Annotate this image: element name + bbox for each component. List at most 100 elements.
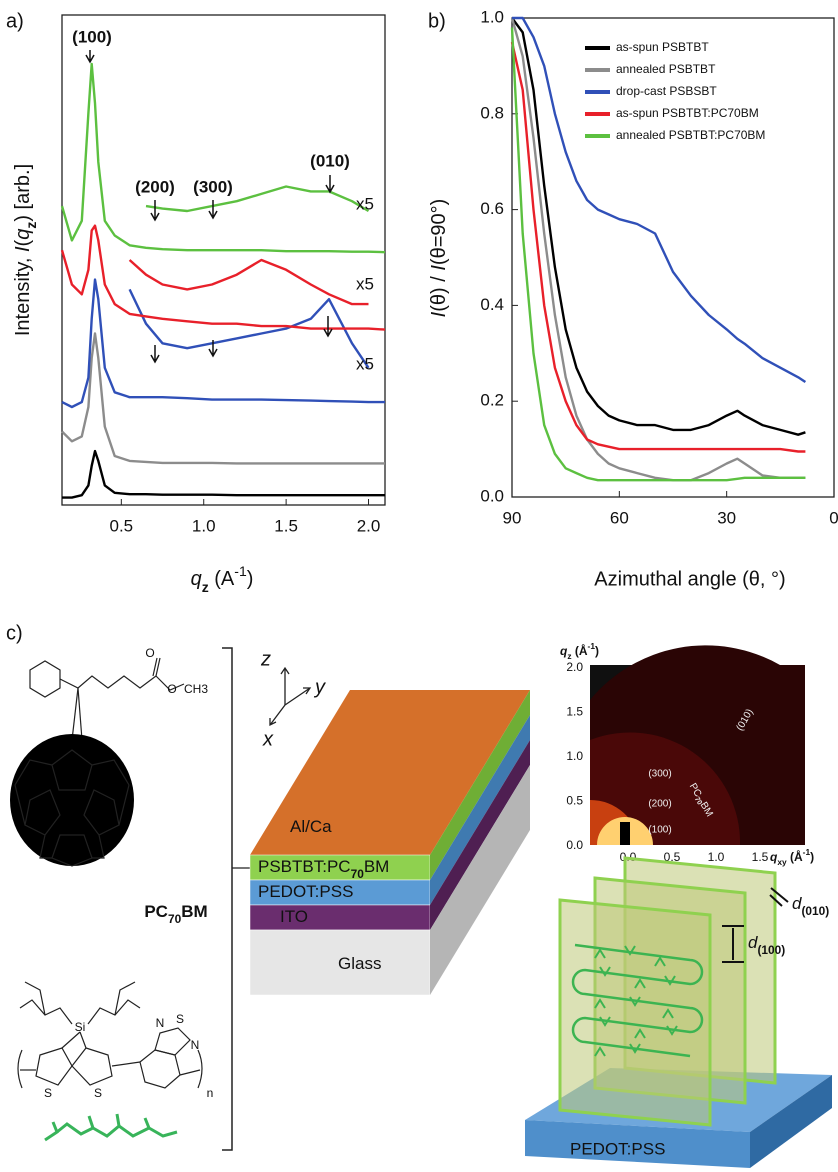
y-axis-label-part: ) [arb.] [12, 164, 34, 222]
axis-name: y [313, 676, 326, 698]
y-axis-label-part: q [12, 229, 34, 240]
layer-label-part: BM [364, 857, 390, 876]
pcbm-label-part: PC [144, 902, 168, 921]
inset-tick: 0.5 [566, 794, 583, 808]
inset-tick: 1.0 [708, 850, 725, 864]
y-axis-label-part: Intensity, [12, 252, 34, 336]
atom-label: O [167, 682, 176, 696]
atom-label: Si [75, 1020, 86, 1034]
layer-label: PEDOT:PSS [258, 882, 353, 901]
inset-x-label: qxy (Å-1) [770, 847, 814, 867]
y-tick-label: 0.8 [480, 103, 504, 122]
legend-label: as-spun PSBTBT:PC70BM [616, 106, 759, 120]
layer-label-part: 70 [351, 867, 365, 881]
atom-label: N [156, 1016, 165, 1030]
annotation: (010) [310, 151, 350, 170]
atom-label: S [94, 1086, 102, 1100]
x-axis-label-part: z [202, 579, 209, 595]
inset-y-label: qz (Å-1) [560, 641, 599, 661]
pcbm-label-part: BM [181, 902, 207, 921]
layer-label-part: ITO [280, 907, 308, 926]
inset-peak: (300) [648, 769, 671, 780]
y-tick-label: 0.6 [480, 199, 504, 218]
inset-tick: 1.5 [752, 850, 769, 864]
panel-label: a) [6, 10, 24, 32]
layer-label-part: Al/Ca [290, 817, 332, 836]
y-axis-label: I(θ) / I(θ=90°) [428, 199, 450, 318]
bracket [222, 648, 232, 1150]
spacing-label-part: (010) [801, 904, 829, 918]
annotation: x5 [356, 194, 374, 213]
axis-name: z [260, 648, 271, 670]
layer-label: ITO [280, 907, 308, 926]
x-axis-label-part: -1 [234, 563, 247, 579]
arrow [209, 200, 217, 218]
arrow [86, 50, 94, 62]
x-axis-label-part: (A [209, 568, 235, 590]
x-axis-label-part: ) [247, 568, 254, 590]
y-axis-label-part: (θ=90°) [428, 199, 450, 265]
legend-label: drop-cast PSBSBT [616, 84, 717, 98]
x-tick-label: 2.0 [357, 516, 381, 535]
data-line [130, 260, 369, 304]
layer-label: Al/Ca [290, 817, 332, 836]
lamella [560, 900, 710, 1125]
inset-y-label-part: ) [595, 644, 599, 658]
axis-name: x [262, 728, 274, 750]
inset-tick: 1.5 [566, 705, 583, 719]
inset-peak: (100) [648, 825, 671, 836]
annotation: x5 [356, 274, 374, 293]
layer-label-part: PSBTBT:PC [258, 857, 351, 876]
annotation: x5 [356, 354, 374, 373]
legend-label: as-spun PSBTBT [616, 40, 709, 54]
arrow [326, 175, 334, 192]
x-tick-label: 1.0 [192, 516, 216, 535]
polymer-cartoon [45, 1114, 177, 1140]
arrow [151, 200, 159, 220]
y-axis-label-part: z [23, 222, 39, 229]
x-axis-label-part: q [191, 568, 202, 590]
inset-peak: (200) [648, 799, 671, 810]
axes-triad [270, 668, 310, 725]
data-line [146, 187, 369, 212]
x-axis-label: qz (A-1) [191, 563, 254, 595]
data-line [62, 451, 385, 498]
spacing-label: d(010) [792, 894, 829, 918]
atom-label: O [145, 646, 154, 660]
figure: a)0.51.01.52.0qz (A-1)Intensity, I(qz) [… [0, 0, 838, 1172]
pcbm-structure [10, 658, 184, 866]
x-tick-label: 60 [610, 508, 629, 527]
y-tick-label: 0.2 [480, 391, 504, 410]
atom-label: n [207, 1086, 214, 1100]
inset-tick: 2.0 [566, 660, 583, 674]
inset-y-label-part: (Å [572, 643, 588, 658]
data-line [512, 42, 805, 452]
legend-label: annealed PSBTBT:PC70BM [616, 128, 765, 142]
annotation: (300) [193, 177, 233, 196]
x-tick-label: 0 [829, 508, 838, 527]
arrow [151, 345, 159, 362]
panel-label: b) [428, 10, 446, 32]
y-tick-label: 0.4 [480, 295, 504, 314]
y-tick-label: 0.0 [480, 486, 504, 505]
polymer-structure [18, 982, 202, 1088]
arrow [324, 316, 332, 336]
y-axis-label: Intensity, I(qz) [arb.] [12, 164, 38, 336]
inset-x-label-part: (Å [787, 849, 803, 864]
x-tick-label: 1.5 [274, 516, 298, 535]
atom-label: S [44, 1086, 52, 1100]
inset-tick: 0.0 [566, 838, 583, 852]
annotation: (100) [72, 27, 112, 46]
y-tick-label: 1.0 [480, 7, 504, 26]
annotation: (200) [135, 177, 175, 196]
layer-label-part: PEDOT:PSS [258, 882, 353, 901]
inset-x-label-part: xy [777, 857, 787, 867]
panel-label: c) [6, 622, 23, 644]
x-tick-label: 0.5 [110, 516, 134, 535]
atom-label: S [176, 1012, 184, 1026]
substrate-label: PEDOT:PSS [570, 1139, 665, 1158]
atom-label: CH3 [184, 682, 208, 696]
x-axis-label: Azimuthal angle (θ, °) [594, 568, 785, 590]
layer-front [250, 905, 430, 930]
inset-tick: 1.0 [566, 749, 583, 763]
